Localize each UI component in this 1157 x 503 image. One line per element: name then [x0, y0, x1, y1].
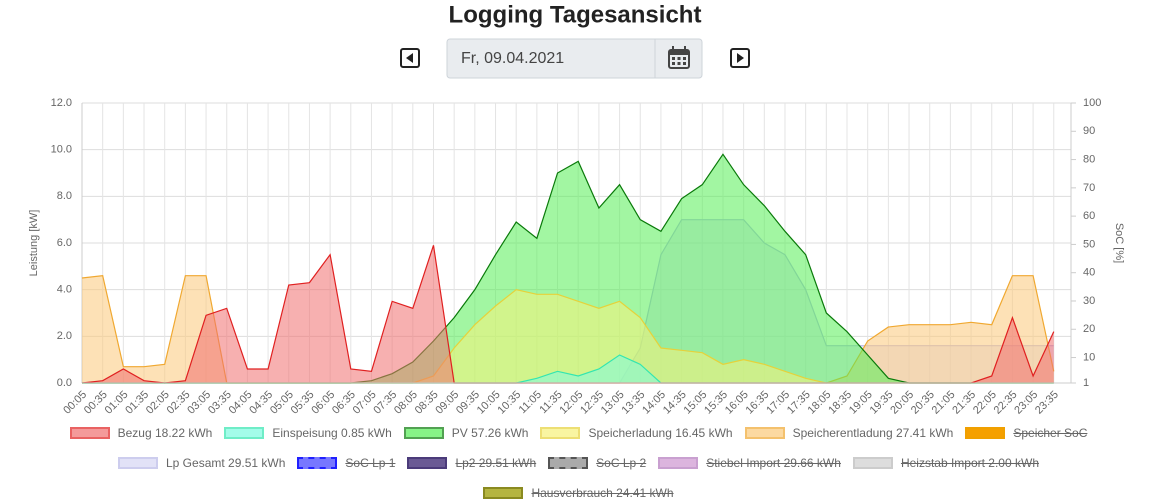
y2-tick-label: 80: [1083, 153, 1095, 165]
legend-swatch: [744, 427, 785, 439]
legend-swatch: [483, 487, 524, 499]
date-text: Fr, 09.04.2021: [461, 50, 564, 67]
legend-item[interactable]: Speicherladung 16.45 kWh: [540, 426, 733, 440]
y2-axis-title: SoC [%]: [1113, 223, 1125, 263]
legend-label: Stiebel Import 29.66 kWh: [706, 456, 841, 470]
y2-tick-label: 10: [1083, 351, 1095, 363]
legend-label: Heizstab Import 2.00 kWh: [900, 456, 1039, 470]
legend-item[interactable]: Lp2 29.51 kWh: [407, 456, 536, 470]
area: [82, 245, 1054, 383]
y-tick-label: 4.0: [57, 284, 72, 296]
y-tick-label: 8.0: [57, 190, 72, 202]
legend-item[interactable]: Stiebel Import 29.66 kWh: [658, 456, 841, 470]
legend-item[interactable]: SoC Lp 1: [297, 456, 395, 470]
area: [82, 289, 1054, 383]
y2-tick-label: 40: [1083, 267, 1095, 279]
legend-label: SoC Lp 2: [596, 456, 647, 470]
y-tick-label: 2.0: [57, 330, 72, 342]
legend-swatch: [118, 457, 158, 469]
x-tick-label: 23:35: [1033, 389, 1061, 417]
legend-label: Speicherladung 16.45 kWh: [588, 426, 733, 440]
calendar-button[interactable]: [668, 46, 690, 69]
legend-item[interactable]: Hausverbrauch 24.41 kWh: [483, 486, 674, 500]
legend-swatch: [965, 427, 1006, 439]
area: [82, 275, 1054, 383]
y-axis-title: Leistung [kW]: [28, 210, 40, 277]
legend-label: Einspeisung 0.85 kWh: [272, 426, 392, 440]
y2-tick-label: 1: [1083, 377, 1089, 389]
legend-item[interactable]: Lp Gesamt 29.51 kWh: [118, 456, 285, 470]
y-tick-label: 0.0: [57, 377, 72, 389]
x-tick-label: 11:05: [517, 389, 544, 416]
legend-item[interactable]: Heizstab Import 2.00 kWh: [852, 456, 1039, 470]
x-tick-label: 10:35: [495, 389, 523, 417]
y-tick-label: 10.0: [51, 144, 72, 156]
legend-swatch: [658, 457, 699, 469]
legend-swatch: [852, 457, 893, 469]
legend-label: Bezug 18.22 kWh: [117, 426, 213, 440]
date-input[interactable]: [446, 38, 703, 79]
page-title: Logging Tagesansicht: [449, 1, 702, 28]
legend-label: Lp2 29.51 kWh: [455, 456, 537, 470]
legend-item[interactable]: Bezug 18.22 kWh: [69, 426, 213, 440]
legend-label: Lp Gesamt 29.51 kWh: [166, 456, 286, 470]
legend-item[interactable]: Speicher SoC: [965, 426, 1087, 440]
prev-day-button[interactable]: [400, 48, 420, 68]
legend: Bezug 18.22 kWh Einspeisung 0.85 kWh PV 57…: [40, 426, 1117, 500]
legend-item[interactable]: Einspeisung 0.85 kWh: [224, 426, 392, 440]
legend-label: SoC Lp 1: [345, 456, 396, 470]
legend-swatch: [548, 457, 589, 469]
area: [82, 355, 1054, 383]
legend-item[interactable]: Speicherentladung 27.41 kWh: [744, 426, 954, 440]
legend-swatch: [403, 427, 444, 439]
y2-tick-label: 50: [1083, 238, 1095, 250]
y2-tick-label: 20: [1083, 323, 1095, 335]
y2-tick-label: 60: [1083, 210, 1095, 222]
y-tick-label: 6.0: [57, 237, 72, 249]
legend-label: Speicherentladung 27.41 kWh: [792, 426, 954, 440]
y2-tick-label: 90: [1083, 125, 1095, 137]
legend-swatch: [224, 427, 265, 439]
y2-tick-label: 30: [1083, 295, 1095, 307]
y2-tick-label: 70: [1083, 182, 1095, 194]
legend-item[interactable]: SoC Lp 2: [548, 456, 646, 470]
area: [82, 154, 1054, 383]
y2-tick-label: 100: [1083, 97, 1101, 109]
legend-label: PV 57.26 kWh: [451, 426, 529, 440]
legend-label: Hausverbrauch 24.41 kWh: [531, 486, 674, 500]
next-day-button[interactable]: [730, 48, 750, 68]
legend-swatch: [297, 457, 338, 469]
legend-swatch: [407, 457, 448, 469]
legend-swatch: [540, 427, 581, 439]
legend-swatch: [69, 427, 110, 439]
legend-label: Speicher SoC: [1013, 426, 1088, 440]
y-tick-label: 12.0: [51, 97, 72, 109]
legend-item[interactable]: PV 57.26 kWh: [403, 426, 529, 440]
